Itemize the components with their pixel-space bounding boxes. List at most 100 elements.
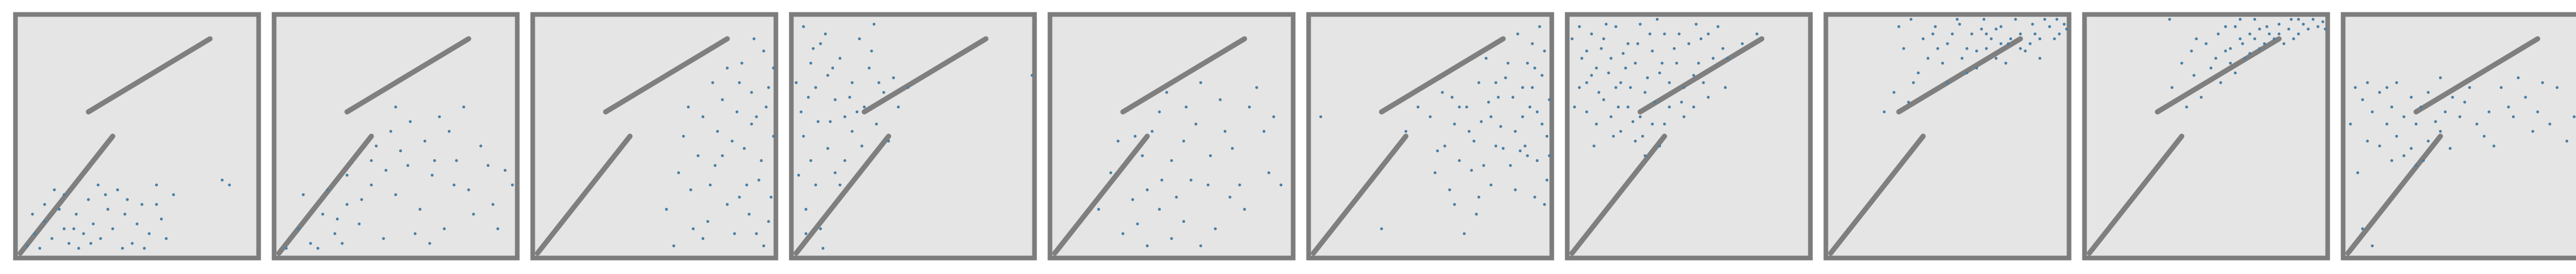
- data-point: [428, 241, 431, 245]
- data-point: [769, 196, 773, 199]
- data-point: [1499, 125, 1502, 128]
- data-point: [1146, 244, 1149, 248]
- data-point: [423, 139, 427, 143]
- data-point: [665, 207, 668, 211]
- data-point: [2531, 130, 2534, 133]
- data-point: [848, 95, 852, 99]
- data-point: [1279, 183, 1283, 187]
- data-point: [2366, 139, 2369, 143]
- data-point: [767, 86, 770, 89]
- reference-line-1: [1637, 36, 1765, 115]
- data-point: [2243, 57, 2247, 60]
- data-point: [1692, 105, 1696, 109]
- reference-line-2: [1569, 134, 1667, 256]
- data-point: [492, 203, 495, 206]
- data-point: [1629, 86, 1632, 89]
- data-point: [1643, 91, 1647, 94]
- data-point: [2444, 110, 2447, 114]
- reference-line-1: [1379, 36, 1506, 115]
- data-point: [2195, 37, 2198, 40]
- data-point: [1602, 98, 1605, 101]
- data-point: [819, 227, 822, 231]
- data-point: [689, 188, 692, 191]
- data-point: [1030, 74, 1034, 77]
- data-point: [1668, 81, 1671, 84]
- data-point: [1238, 183, 1241, 187]
- data-point: [321, 213, 325, 216]
- data-point: [82, 232, 85, 235]
- reference-line-2: [1311, 134, 1409, 256]
- data-point: [1429, 115, 1432, 119]
- data-point: [479, 144, 482, 148]
- data-point: [755, 232, 758, 235]
- scatter-panel-7: [1565, 12, 1813, 261]
- data-point: [1182, 139, 1185, 143]
- data-point: [1922, 37, 1925, 40]
- data-point: [33, 232, 37, 235]
- data-point: [2410, 147, 2413, 150]
- data-point: [1687, 42, 1690, 45]
- data-point: [221, 179, 224, 182]
- data-point: [2555, 86, 2559, 89]
- data-point: [1716, 25, 1720, 28]
- data-point: [2370, 110, 2374, 114]
- data-point: [1526, 61, 1529, 65]
- data-point: [1651, 50, 1654, 53]
- data-point: [2180, 61, 2183, 65]
- data-point: [1489, 115, 1493, 119]
- data-point: [301, 193, 305, 197]
- data-point: [1663, 32, 1666, 36]
- data-point: [1660, 61, 1664, 65]
- panel-frame: [1823, 12, 2072, 261]
- data-point: [147, 232, 151, 235]
- data-point: [887, 139, 890, 143]
- data-point: [1531, 42, 1534, 45]
- data-point: [1634, 61, 1637, 65]
- data-point: [711, 81, 715, 84]
- data-point: [708, 183, 712, 187]
- data-point: [1487, 101, 1490, 104]
- data-point: [62, 227, 66, 231]
- data-point: [1975, 67, 1978, 70]
- data-point: [1209, 154, 1212, 157]
- data-point: [1504, 76, 1507, 79]
- data-point: [1741, 42, 1744, 45]
- reference-line-1: [86, 36, 213, 115]
- data-point: [772, 135, 775, 138]
- data-point: [1158, 110, 1161, 114]
- data-point: [1965, 47, 1969, 50]
- data-point: [1638, 23, 1642, 26]
- reference-line-1: [1896, 36, 2023, 115]
- data-point: [409, 120, 412, 123]
- panel-frame: [272, 12, 520, 261]
- data-point: [341, 241, 344, 245]
- data-point: [1990, 37, 1993, 40]
- data-point: [1467, 130, 1471, 133]
- data-point: [43, 203, 46, 206]
- data-point: [1653, 101, 1656, 104]
- data-point: [2190, 50, 2193, 53]
- data-point: [1482, 164, 1485, 167]
- data-point: [2229, 61, 2232, 65]
- data-point: [2224, 50, 2227, 53]
- data-point: [284, 247, 288, 250]
- data-point: [868, 67, 871, 70]
- data-point: [1643, 154, 1647, 157]
- data-point: [1477, 81, 1481, 84]
- data-point: [2007, 42, 2010, 45]
- data-point: [1672, 47, 1676, 50]
- data-point: [2233, 71, 2237, 75]
- data-point: [50, 237, 54, 240]
- reference-line-2: [1052, 134, 1150, 256]
- data-point: [89, 241, 93, 245]
- data-point: [797, 173, 800, 177]
- data-point: [2055, 18, 2059, 21]
- data-point: [2277, 32, 2281, 36]
- data-point: [1214, 227, 1217, 231]
- data-point: [2019, 47, 2022, 50]
- data-point: [1448, 188, 1451, 191]
- reference-line-1: [861, 36, 989, 115]
- data-point: [1531, 86, 1534, 89]
- data-point: [1404, 130, 1408, 133]
- data-point: [121, 247, 124, 250]
